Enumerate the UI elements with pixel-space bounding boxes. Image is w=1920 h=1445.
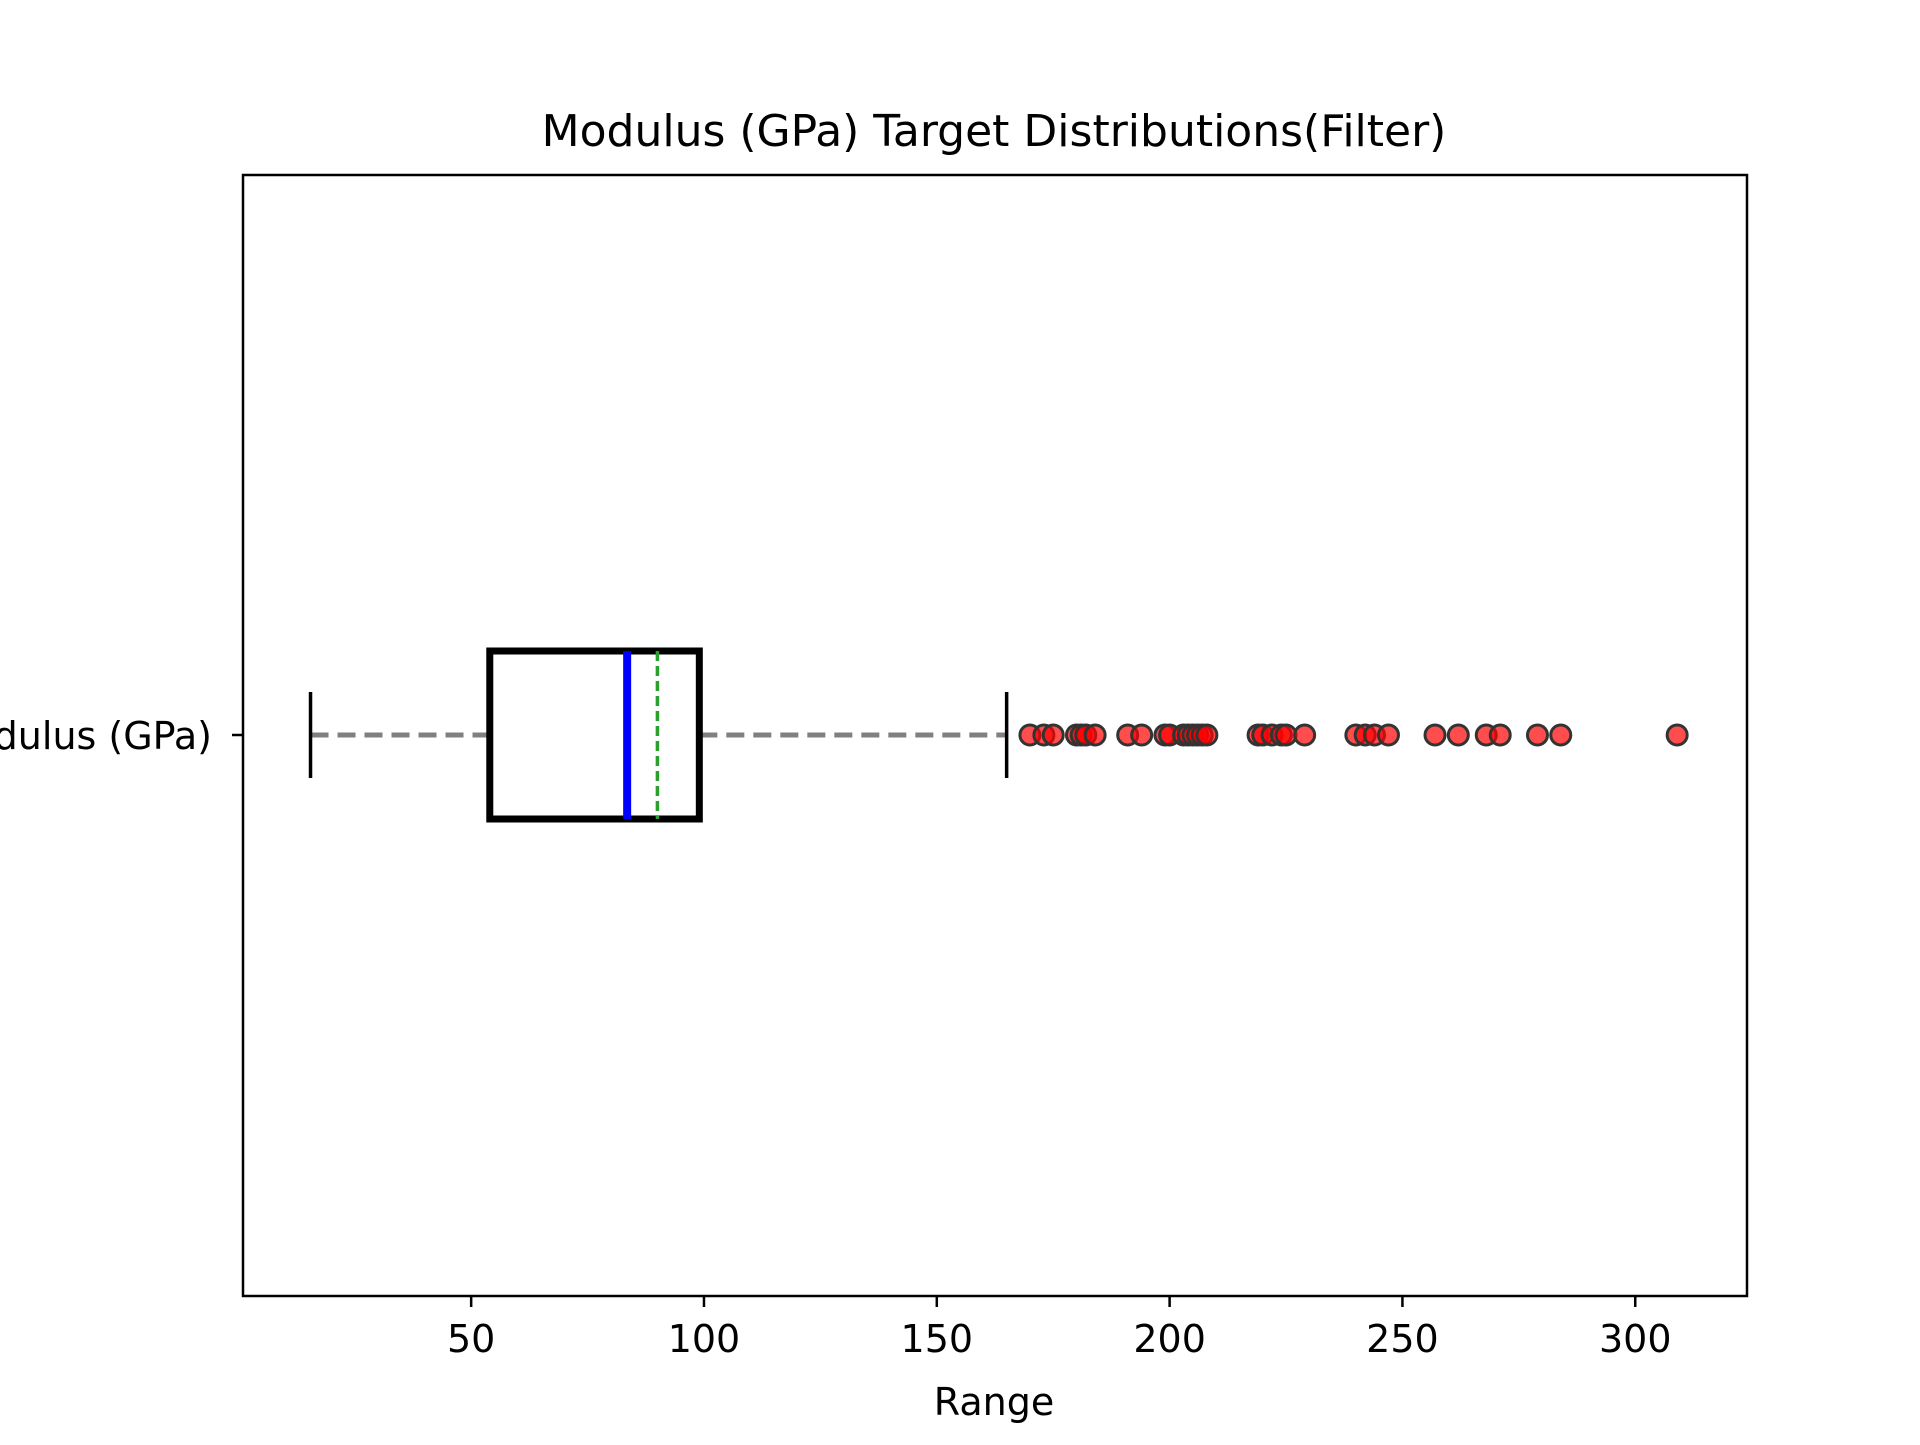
plot-area xyxy=(241,173,1749,1298)
outlier-point xyxy=(1525,723,1549,747)
outlier-point xyxy=(1041,723,1065,747)
outlier-point xyxy=(1130,723,1154,747)
x-tick-label: 250 xyxy=(1366,1317,1439,1361)
outlier-point xyxy=(1293,723,1317,747)
plot-marks xyxy=(308,647,1689,823)
outlier-point xyxy=(1423,723,1447,747)
outlier-point xyxy=(1488,723,1512,747)
x-tick-label: 300 xyxy=(1599,1317,1672,1361)
x-tick-label: 50 xyxy=(447,1317,495,1361)
outlier-point xyxy=(1274,723,1298,747)
chart-title: Modulus (GPa) Target Distributions(Filte… xyxy=(542,106,1447,157)
x-axis-label: Range xyxy=(934,1380,1054,1424)
x-axis-ticks: 50 100 150 200 250 300 xyxy=(447,1296,1672,1361)
x-tick-label: 150 xyxy=(901,1317,974,1361)
outlier-point xyxy=(1665,723,1689,747)
box-iqr xyxy=(486,647,703,823)
outlier-point xyxy=(1083,723,1107,747)
outlier-point xyxy=(1376,723,1400,747)
y-tick-label: Modulus (GPa) xyxy=(0,714,212,758)
outlier-point xyxy=(1195,723,1219,747)
outlier-point xyxy=(1549,723,1573,747)
x-tick-label: 200 xyxy=(1133,1317,1206,1361)
x-tick-label: 100 xyxy=(668,1317,741,1361)
outlier-point xyxy=(1446,723,1470,747)
